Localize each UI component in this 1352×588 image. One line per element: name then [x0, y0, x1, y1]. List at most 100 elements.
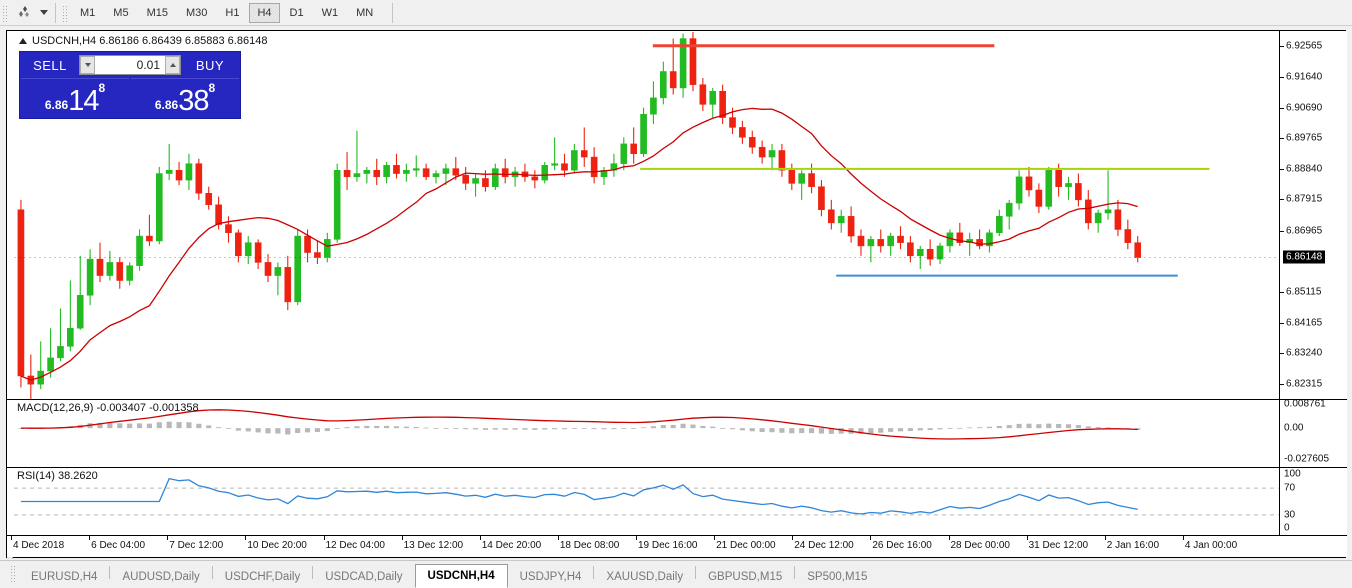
tabs-host: EURUSD,H4 AUDUSD,Daily USDCHF,Daily USDCAD,… — [19, 560, 879, 588]
time-axis-label: 6 Dec 04:00 — [91, 540, 146, 551]
time-axis-label: 4 Jan 00:00 — [1184, 540, 1238, 551]
buy-button[interactable]: BUY — [195, 57, 225, 73]
time-axis-tick — [11, 536, 12, 540]
sell-price-quote[interactable]: 6.86 14 8 — [21, 78, 129, 117]
rsi-svg — [14, 477, 1279, 516]
time-axis-label: 18 Dec 08:00 — [559, 540, 620, 551]
tabbar-grip[interactable] — [10, 563, 17, 582]
timeframe-m5[interactable]: M5 — [113, 6, 129, 19]
price-pane[interactable]: 6.92565 6.91640 6.90690 6.89765 6.88840 6.879… — [7, 31, 1347, 399]
macd-axis-label: -0.027605 — [1284, 453, 1330, 465]
timeframe-group: M1 M5 M15 M30 H1 H4 D1 W1 MN — [71, 2, 382, 23]
time-axis-label: 14 Dec 20:00 — [481, 540, 542, 551]
volume-decrease-button[interactable] — [80, 56, 95, 74]
toolbar-separator-2 — [392, 2, 394, 23]
rsi-header: RSI(14) 38.2620 — [17, 470, 98, 482]
time-axis-tick — [870, 536, 872, 540]
timeframe-w1[interactable]: W1 — [321, 6, 339, 19]
tab-divider — [794, 565, 796, 579]
time-axis-label: 24 Dec 12:00 — [794, 540, 854, 551]
price-axis-label: 6.85115 — [1286, 286, 1322, 298]
time-axis-tick — [1182, 536, 1184, 540]
tab-divider — [593, 565, 595, 579]
time-axis-label: 31 Dec 12:00 — [1028, 540, 1089, 551]
chart-toolbar: M1 M5 M15 M30 H1 H4 D1 W1 MN — [0, 0, 1352, 26]
tab-eurusd-h4[interactable]: EURUSD,H4 — [31, 571, 98, 583]
time-axis-tick — [167, 536, 169, 540]
chart-window[interactable]: 6.92565 6.91640 6.90690 6.89765 6.88840 6.879… — [6, 30, 1347, 559]
axis-tick — [1280, 138, 1284, 140]
sell-price-prefix: 6.86 — [44, 98, 69, 112]
tab-usdcnh-h4[interactable]: USDCNH,H4 — [414, 564, 508, 588]
timeframe-m15[interactable]: M15 — [146, 6, 168, 19]
indicators-chevron-down-icon[interactable] — [37, 2, 51, 24]
axis-tick — [1280, 199, 1284, 201]
tab-xauusd-daily[interactable]: XAUUSD,Daily — [606, 571, 684, 583]
timeframe-d1[interactable]: D1 — [289, 6, 304, 19]
time-axis-tick — [636, 536, 637, 540]
axis-tick — [1280, 168, 1284, 170]
price-axis-label: 6.84165 — [1286, 317, 1323, 329]
time-axis-tick — [479, 536, 481, 540]
timeframe-m1[interactable]: M1 — [80, 6, 96, 19]
price-plot[interactable] — [14, 31, 1279, 399]
tab-divider — [695, 565, 697, 579]
trade-panel-top-row: SELL 0.01 BUY — [20, 52, 240, 78]
triangle-up-icon — [19, 38, 27, 44]
time-axis-label: 21 Dec 00:00 — [716, 540, 776, 551]
axis-tick — [1280, 230, 1284, 232]
axis-tick — [1280, 291, 1284, 293]
time-axis-label: 12 Dec 04:00 — [325, 540, 386, 551]
time-axis: 4 Dec 2018 6 Dec 04:00 7 Dec 12:00 10 Dec 2… — [7, 535, 1347, 557]
tab-divider — [211, 565, 213, 579]
sell-button[interactable]: SELL — [33, 57, 67, 73]
axis-tick — [1280, 383, 1284, 385]
toolbar-separator — [55, 2, 56, 23]
buy-price-quote[interactable]: 6.86 38 8 — [131, 78, 239, 117]
timeframe-h4[interactable]: H4 — [249, 2, 280, 23]
tab-sp500-m15[interactable]: SP500,M15 — [807, 571, 868, 583]
price-axis[interactable]: 6.92565 6.91640 6.90690 6.89765 6.88840 6.879… — [1279, 31, 1347, 399]
sell-price-fraction: 8 — [98, 81, 106, 95]
macd-pane[interactable]: 0.008761 0.00 -0.027605 MACD(12,26,9) -0.0… — [7, 399, 1347, 467]
buy-price-fraction: 8 — [208, 81, 216, 95]
candlestick-svg — [14, 31, 1279, 399]
time-axis-tick — [557, 536, 559, 540]
timeframe-m30[interactable]: M30 — [185, 6, 208, 19]
rsi-axis-label: 100 — [1284, 468, 1301, 480]
indicators-icon[interactable] — [11, 2, 37, 24]
time-axis-label: 19 Dec 16:00 — [638, 540, 698, 551]
price-axis-label: 6.88840 — [1286, 163, 1323, 175]
axis-tick — [1280, 322, 1284, 324]
tab-audusd-daily[interactable]: AUDUSD,Daily — [122, 571, 200, 583]
timeframe-h1[interactable]: H1 — [225, 6, 240, 19]
price-axis-label: 6.91640 — [1286, 71, 1323, 83]
buy-price-main: 38 — [178, 85, 209, 118]
tab-gbpusd-m15[interactable]: GBPUSD,M15 — [708, 571, 783, 583]
rsi-plot[interactable] — [14, 468, 1279, 535]
toolbar-grip-2[interactable] — [62, 3, 69, 22]
rsi-pane[interactable]: 100 70 30 0 RSI(14) 38.2620 — [7, 467, 1347, 535]
timeframe-mn[interactable]: MN — [356, 6, 374, 19]
volume-stepper[interactable]: 0.01 — [79, 55, 181, 75]
price-axis-label: 6.87915 — [1286, 193, 1323, 205]
volume-input[interactable]: 0.01 — [136, 58, 160, 72]
volume-increase-button[interactable] — [165, 56, 180, 74]
time-axis-tick — [1026, 536, 1028, 540]
time-axis-tick — [792, 536, 794, 540]
tab-usdchf-daily[interactable]: USDCHF,Daily — [224, 571, 301, 583]
price-axis-label: 6.82315 — [1286, 378, 1323, 390]
time-axis-label: 4 Dec 2018 — [13, 540, 65, 551]
rsi-axis-label: 0 — [1284, 522, 1290, 534]
tab-usdjpy-h4[interactable]: USDJPY,H4 — [519, 571, 582, 583]
current-price-label: 6.86148 — [1283, 250, 1326, 264]
time-axis-tick — [245, 536, 247, 540]
tab-usdcad-daily[interactable]: USDCAD,Daily — [325, 571, 403, 583]
time-axis-label: 28 Dec 00:00 — [950, 540, 1011, 551]
macd-axis-label: 0.00 — [1284, 422, 1304, 434]
one-click-trading-panel[interactable]: SELL 0.01 BUY 6.86 14 8 6.86 — [19, 51, 241, 119]
rsi-axis-label: 30 — [1284, 509, 1296, 521]
macd-plot[interactable] — [14, 400, 1279, 467]
axis-tick — [1280, 76, 1284, 78]
toolbar-grip-1[interactable] — [2, 3, 9, 22]
